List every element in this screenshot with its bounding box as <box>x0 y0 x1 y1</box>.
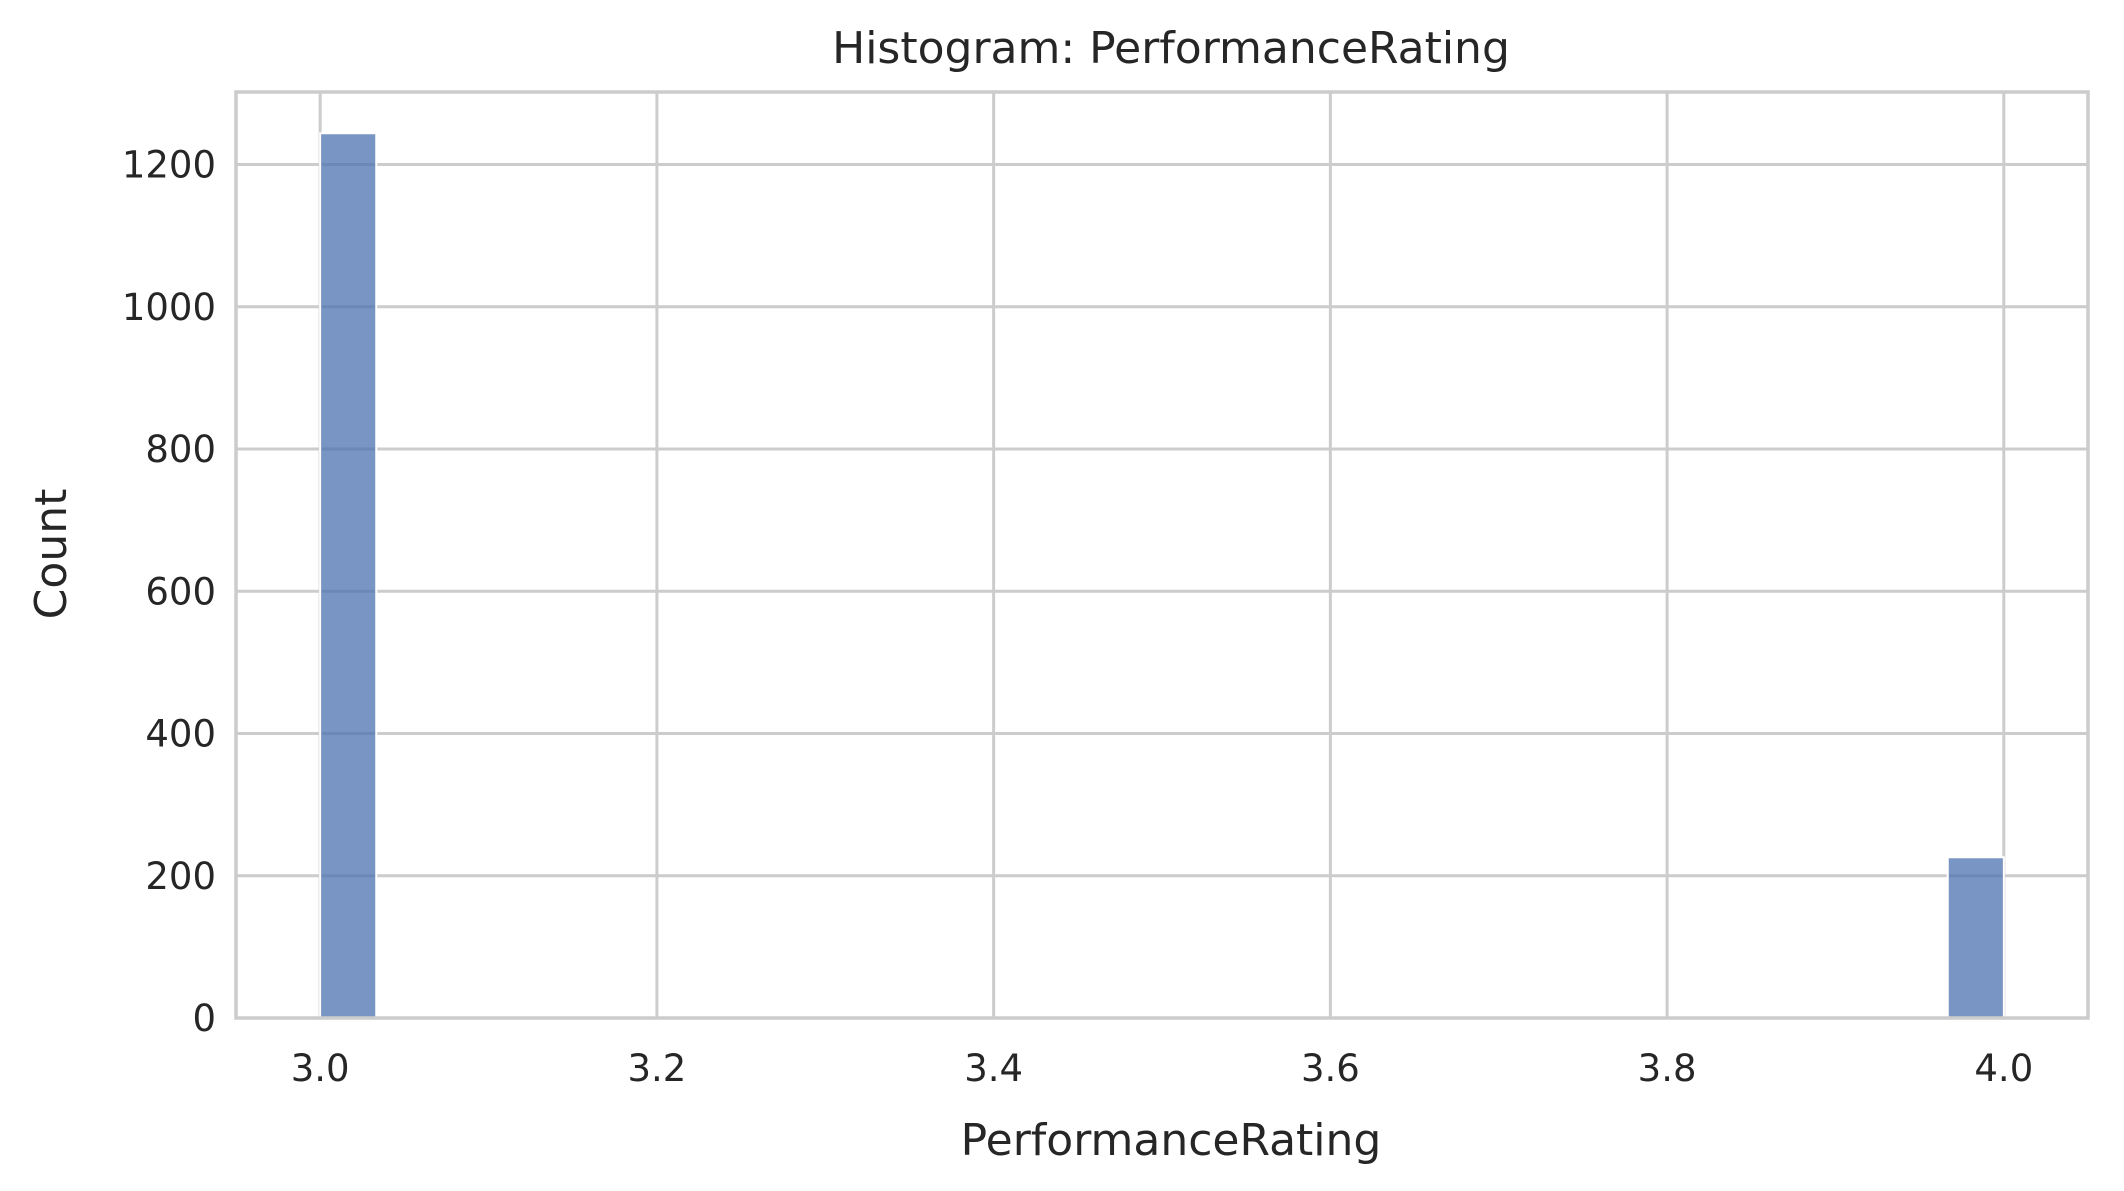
x-tick-label: 3.4 <box>964 1047 1023 1090</box>
y-tick-label: 400 <box>145 713 216 756</box>
x-tick-label: 4.0 <box>1974 1047 2033 1090</box>
histogram-bar-0 <box>319 132 378 1020</box>
y-tick-label: 1000 <box>122 286 216 329</box>
x-tick-labels: 3.0 3.2 3.4 3.6 3.8 4.0 <box>291 1047 2033 1090</box>
grid-lines <box>236 92 2088 1020</box>
y-tick-label: 200 <box>145 855 216 898</box>
y-tick-labels: 0 200 400 600 800 1000 1200 <box>122 144 216 1040</box>
y-tick-label: 1200 <box>122 144 216 187</box>
x-tick-label: 3.0 <box>291 1047 350 1090</box>
y-tick-label: 0 <box>192 997 216 1040</box>
x-tick-label: 3.2 <box>627 1047 686 1090</box>
y-tick-label: 600 <box>145 570 216 613</box>
y-axis-label: Count <box>26 489 77 620</box>
histogram-bars <box>319 132 2005 1020</box>
histogram-bar-1 <box>1946 856 2005 1019</box>
x-tick-label: 3.6 <box>1301 1047 1360 1090</box>
y-tick-label: 800 <box>145 428 216 471</box>
plot-frame <box>234 90 2090 1020</box>
x-axis-label: PerformanceRating <box>961 1115 1382 1166</box>
chart-title: Histogram: PerformanceRating <box>832 23 1510 74</box>
x-tick-label: 3.8 <box>1638 1047 1697 1090</box>
